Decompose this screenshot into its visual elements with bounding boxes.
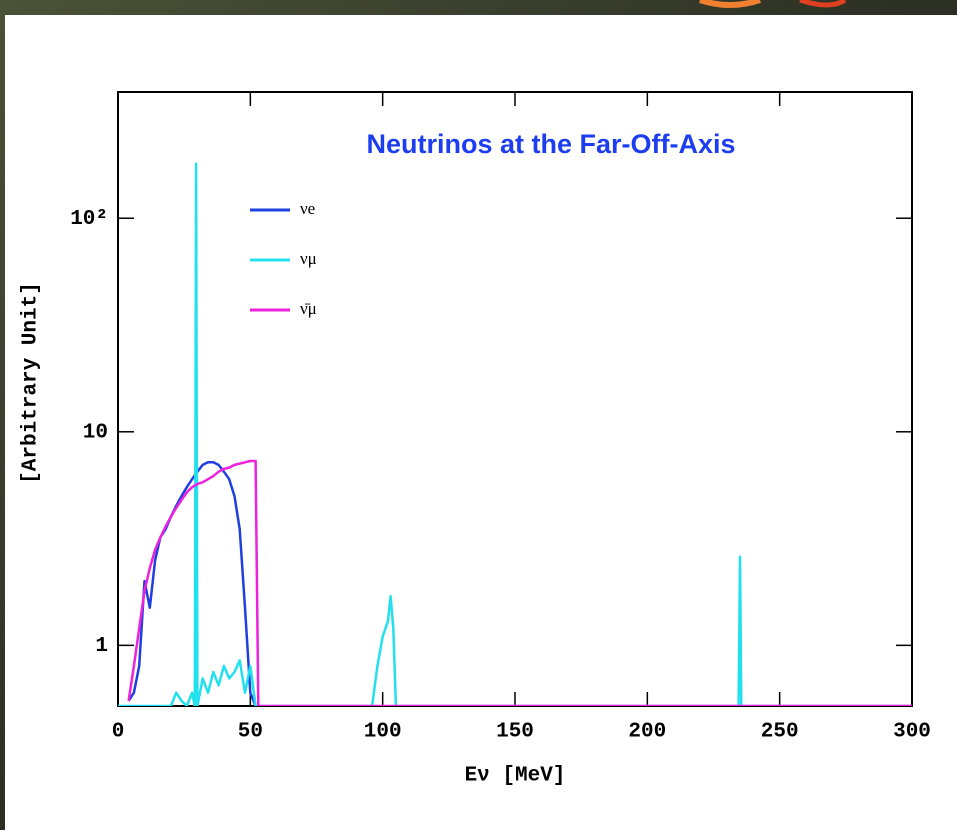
x-tick-label: 100 bbox=[364, 721, 402, 744]
x-tick-label: 50 bbox=[238, 721, 263, 744]
chart: Neutrinos at the Far-Off-Axis Eν [MeV] [… bbox=[20, 91, 931, 788]
series-line bbox=[127, 459, 912, 706]
legend-label: νe bbox=[300, 199, 315, 218]
panel bbox=[5, 15, 957, 830]
x-tick-label: 200 bbox=[628, 721, 666, 744]
legend-label: νμ bbox=[300, 249, 317, 268]
series-line bbox=[118, 162, 912, 706]
series-line bbox=[127, 461, 257, 706]
x-tick-label: 0 bbox=[112, 721, 125, 744]
y-axis-title: [Arbitrary Unit] bbox=[20, 282, 43, 484]
y-tick-label: 1 bbox=[95, 635, 108, 658]
legend-label: ν̄μ bbox=[300, 299, 317, 318]
y-tick-label: 10² bbox=[70, 208, 108, 231]
chart-title: Neutrinos at the Far-Off-Axis bbox=[366, 129, 735, 159]
y-tick-label: 10 bbox=[83, 421, 108, 444]
x-tick-label: 250 bbox=[761, 721, 799, 744]
plot-area bbox=[118, 162, 912, 706]
x-axis-title: Eν [MeV] bbox=[465, 765, 566, 788]
x-tick-label: 150 bbox=[496, 721, 534, 744]
orange-arc bbox=[699, 0, 761, 8]
x-tick-label: 300 bbox=[893, 721, 931, 744]
orange-arc bbox=[799, 0, 847, 8]
